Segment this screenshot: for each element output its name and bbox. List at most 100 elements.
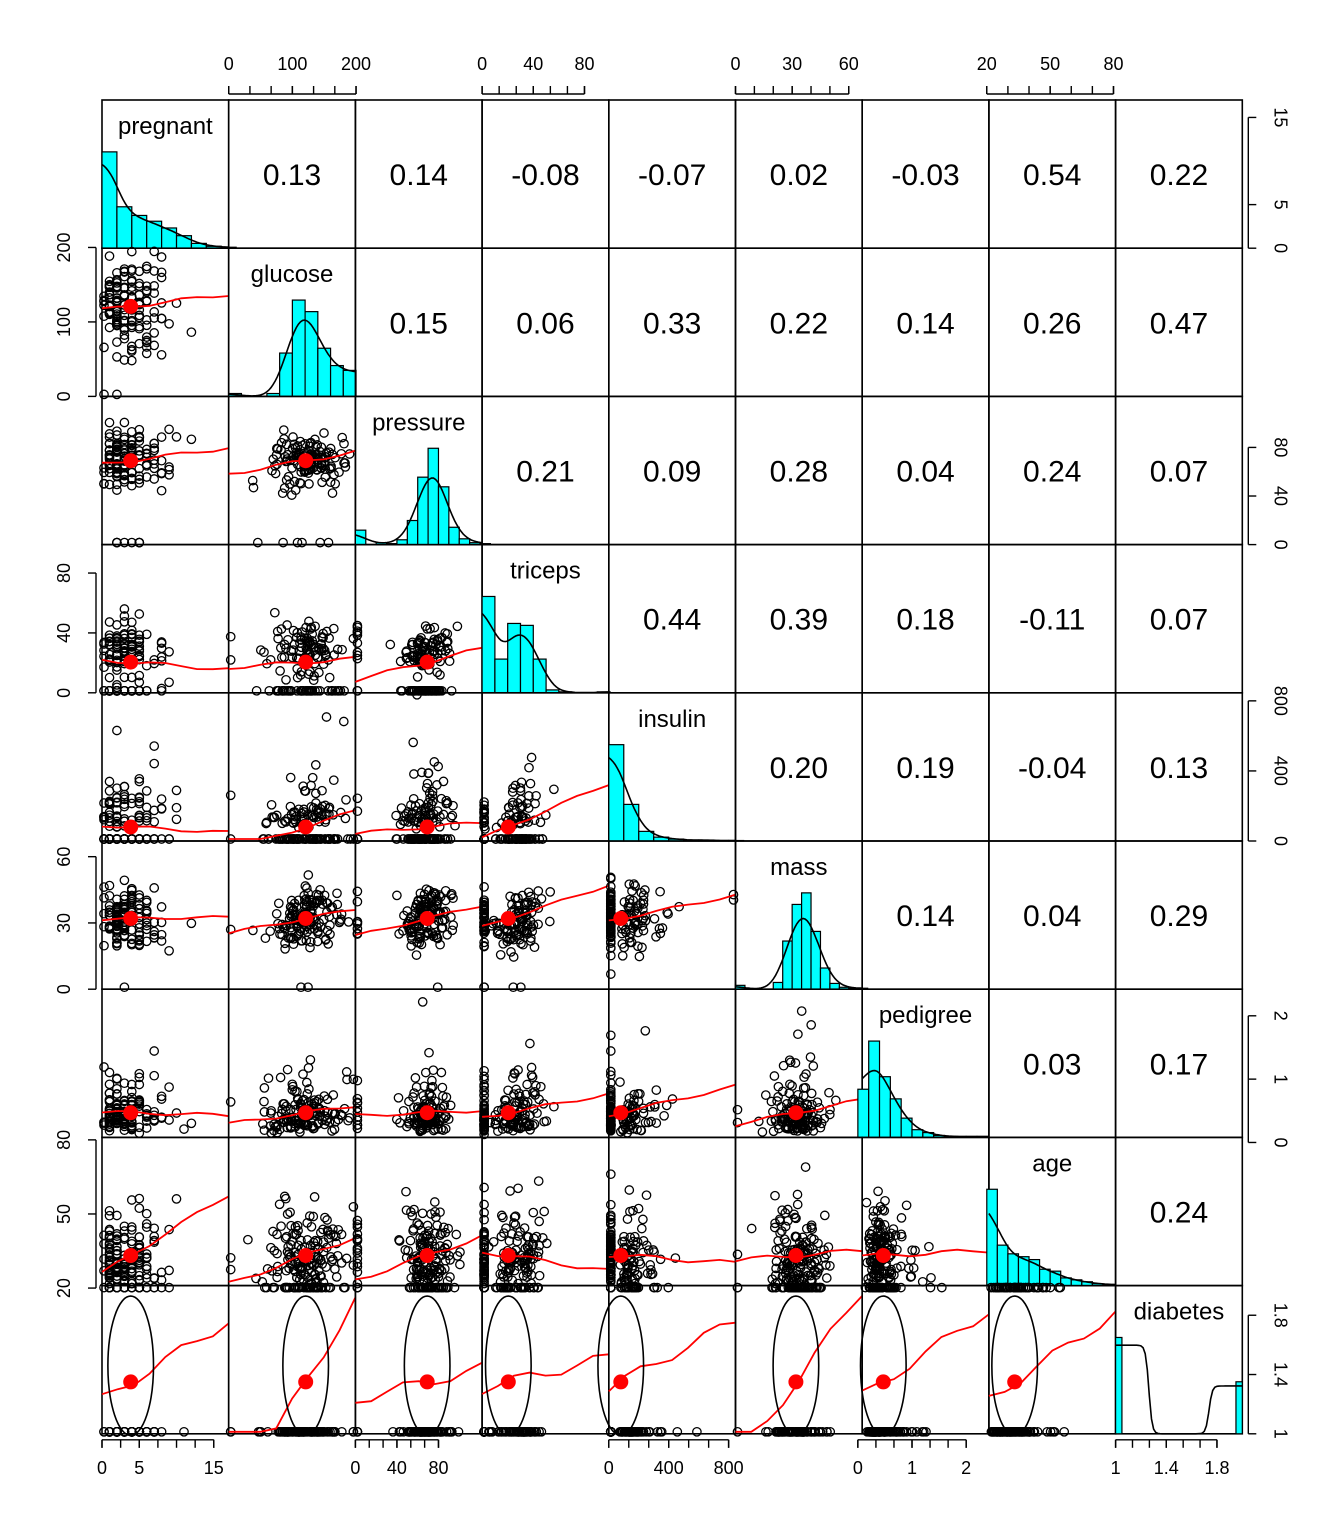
- histogram-bar: [878, 1076, 891, 1139]
- scatter-point: [99, 882, 109, 892]
- scatter-point: [408, 737, 419, 748]
- scatter-point: [436, 645, 447, 656]
- correlation-value: 0.54: [1023, 159, 1081, 192]
- scatter-point: [287, 903, 297, 913]
- histogram-bar: [772, 981, 784, 990]
- scatter-point: [99, 940, 109, 951]
- scatter-point: [901, 1200, 912, 1211]
- tick-label: 0: [54, 688, 74, 698]
- scatter-point: [319, 1091, 330, 1101]
- tick-label: 0: [97, 1458, 107, 1478]
- scatter-point: [423, 797, 434, 808]
- panel-mass-glucose: [225, 840, 357, 993]
- panel-insulin-glucose: [225, 691, 359, 844]
- tick-label: 20: [977, 54, 997, 74]
- scatter-point: [526, 1062, 537, 1073]
- scatter-point: [417, 1208, 428, 1219]
- panel-mass-mass: mass: [734, 840, 869, 990]
- scatter-point: [282, 1122, 292, 1133]
- scatter-point: [112, 1426, 122, 1437]
- scatter-point: [156, 432, 167, 442]
- scatter-point: [149, 266, 160, 276]
- scatter-point: [99, 1426, 109, 1437]
- scatter-point: [431, 930, 442, 941]
- scatter-point: [422, 624, 433, 634]
- scatter-point: [149, 281, 160, 291]
- scatter-point: [873, 1186, 883, 1197]
- scatter-point: [825, 1261, 835, 1271]
- scatter-point: [119, 904, 130, 915]
- scatter-point: [286, 895, 297, 906]
- scatter-point: [524, 762, 534, 773]
- scatter-point: [413, 934, 424, 944]
- scatter-point: [479, 834, 490, 844]
- panel-frame: [354, 1284, 483, 1435]
- scatter-point: [126, 1222, 137, 1232]
- scatter-point: [479, 1278, 489, 1289]
- scatter-point: [771, 1263, 781, 1274]
- scatter-point: [134, 609, 145, 619]
- tick-label: 40: [523, 54, 543, 74]
- scatter-point: [297, 537, 307, 548]
- histogram-bar: [279, 352, 293, 398]
- scatter-point: [824, 1087, 834, 1098]
- scatter-point: [315, 803, 325, 814]
- scatter-point: [141, 813, 152, 823]
- scatter-point: [605, 1199, 616, 1210]
- scatter-point: [134, 463, 145, 474]
- scatter-point: [303, 1063, 314, 1073]
- scatter-point: [119, 1221, 130, 1232]
- scatter-point: [247, 475, 258, 486]
- scatter-point: [302, 636, 313, 647]
- scatter-point: [332, 834, 343, 844]
- scatter-point: [821, 1260, 831, 1270]
- scatter-point: [104, 685, 115, 696]
- scatter-point: [141, 1282, 152, 1293]
- panel-insulin-pregnant: [99, 691, 230, 844]
- tick-label: 2: [961, 1458, 971, 1478]
- scatter-point: [104, 280, 115, 291]
- scatter-point: [268, 1282, 278, 1293]
- scatter-point: [141, 685, 152, 696]
- scatter-point: [444, 1250, 454, 1261]
- panel-pregnant-insulin: -0.07: [607, 99, 737, 249]
- scatter-point: [126, 341, 137, 352]
- scatter-point: [446, 812, 456, 823]
- tick-label: 80: [574, 54, 594, 74]
- scatter-point: [307, 772, 318, 783]
- scatter-point: [149, 459, 160, 469]
- fit-line: [228, 1106, 356, 1124]
- scatter-point: [624, 1185, 635, 1195]
- scatter-point: [316, 460, 327, 471]
- scatter-point: [888, 1224, 899, 1234]
- scatter-point: [315, 922, 326, 932]
- scatter-point: [785, 1079, 795, 1090]
- panel-mass-pregnant: [99, 840, 230, 993]
- scatter-point: [419, 889, 430, 900]
- scatter-point: [296, 478, 306, 489]
- scatter-point: [288, 834, 299, 844]
- scatter-point: [288, 625, 299, 636]
- scatter-point: [539, 1206, 550, 1217]
- scatter-point: [352, 916, 363, 927]
- scatter-point: [638, 1108, 649, 1119]
- panel-frame: [354, 543, 483, 694]
- scatter-point: [455, 1259, 465, 1270]
- scatter-point: [289, 1282, 299, 1293]
- scatter-point: [141, 1219, 152, 1229]
- tick-label: 20: [54, 1278, 74, 1298]
- scatter-point: [626, 937, 637, 948]
- mean-point: [419, 911, 435, 926]
- mean-point: [123, 453, 139, 469]
- scatter-point: [112, 389, 122, 400]
- scatter-point: [104, 429, 115, 439]
- scatter-point: [322, 1215, 332, 1225]
- scatter-point: [149, 758, 160, 769]
- scatter-point: [325, 920, 335, 931]
- scatter-point: [479, 1086, 489, 1096]
- scatter-point: [632, 1237, 643, 1247]
- mean-point: [123, 654, 139, 670]
- scatter-point: [99, 478, 109, 489]
- scatter-point: [628, 1260, 638, 1271]
- scatter-point: [119, 925, 130, 936]
